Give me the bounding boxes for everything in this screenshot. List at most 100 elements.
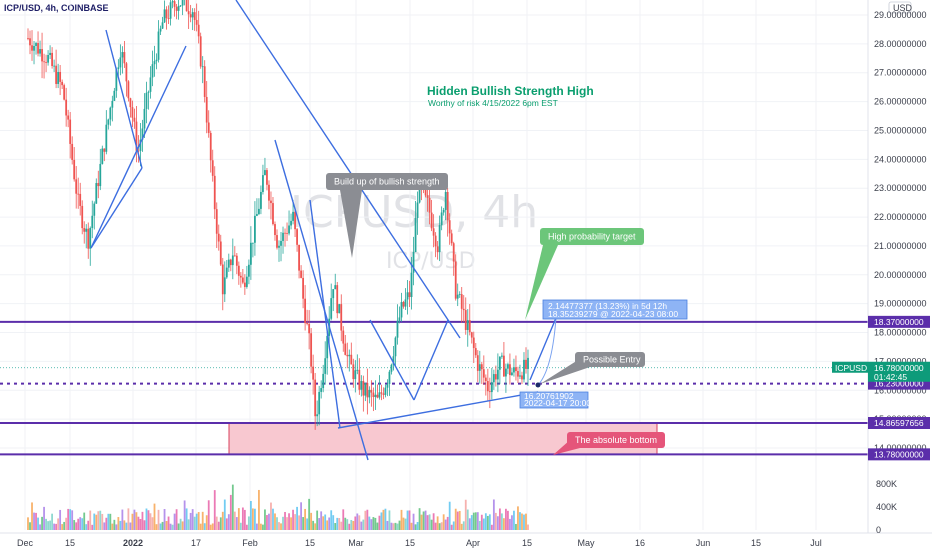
volume-bar bbox=[324, 514, 327, 530]
candle-body bbox=[490, 382, 493, 393]
volume-bar bbox=[107, 513, 110, 530]
high-probability-callout[interactable]: High probability target bbox=[525, 228, 644, 320]
price-tick-label: 17.00000000 bbox=[874, 356, 927, 366]
candle-body bbox=[519, 375, 521, 377]
volume-bar bbox=[215, 516, 218, 530]
volume-bar bbox=[364, 510, 367, 530]
candle-body bbox=[511, 372, 513, 376]
candle-body bbox=[179, 5, 182, 7]
candle-body bbox=[324, 358, 327, 374]
candle-body bbox=[476, 355, 479, 371]
volume-bar bbox=[302, 517, 305, 530]
volume-bar bbox=[486, 515, 489, 530]
candle-body bbox=[440, 212, 443, 226]
candle-body bbox=[171, 1, 174, 3]
volume-bar bbox=[474, 512, 477, 530]
volume-bar bbox=[523, 514, 525, 530]
volume-bar bbox=[141, 511, 144, 530]
candle-body bbox=[219, 241, 222, 265]
possible-entry-callout[interactable]: Possible Entry bbox=[540, 352, 645, 384]
candle-body bbox=[344, 343, 347, 355]
candle-body bbox=[342, 330, 345, 344]
volume-bar bbox=[318, 518, 321, 530]
candle-body bbox=[213, 175, 216, 210]
volume-bar bbox=[63, 521, 66, 530]
candle-body bbox=[141, 128, 144, 140]
volume-bar bbox=[93, 513, 96, 530]
candle-body bbox=[270, 200, 272, 204]
volume-bar bbox=[169, 523, 172, 530]
candle-body bbox=[107, 119, 110, 125]
volume-bar bbox=[340, 521, 343, 530]
symbol-badge bbox=[832, 361, 868, 373]
candle-body bbox=[370, 389, 373, 393]
volume-tick-label: 800K bbox=[876, 479, 897, 489]
time-tick-label: 15 bbox=[405, 538, 415, 548]
volume-bar bbox=[338, 518, 341, 530]
candle-body bbox=[203, 66, 206, 97]
candle-body bbox=[81, 205, 84, 229]
candle-body bbox=[488, 391, 491, 393]
volume-bar bbox=[400, 509, 403, 530]
candle-body bbox=[75, 179, 78, 194]
time-axis[interactable]: Dec 15 2022 17 Feb 15 Mar 15 Apr 15 May 16 Jun 15 Jul bbox=[0, 532, 932, 548]
candle-body bbox=[396, 320, 399, 338]
candle-body bbox=[79, 193, 82, 206]
volume-bar bbox=[201, 511, 204, 530]
candle-body bbox=[101, 148, 104, 164]
level-badge-text: 18.37000000 bbox=[874, 317, 924, 327]
candle-body bbox=[404, 299, 407, 307]
candle-body bbox=[298, 244, 300, 271]
candle-body bbox=[272, 203, 274, 225]
volume-bar bbox=[428, 514, 431, 530]
candle-body bbox=[33, 45, 35, 51]
candle-body bbox=[97, 183, 100, 187]
candle-body bbox=[318, 391, 321, 415]
volume-bar bbox=[105, 517, 108, 530]
volume-bar bbox=[149, 513, 152, 530]
time-tick-label: Jul bbox=[810, 538, 822, 548]
candle-body bbox=[217, 233, 220, 242]
candle-body bbox=[167, 18, 170, 20]
volume-bar bbox=[330, 510, 333, 530]
candle-body bbox=[243, 282, 246, 287]
volume-bar bbox=[521, 513, 523, 530]
possible-entry-callout-text: Possible Entry bbox=[583, 355, 641, 365]
candle-body bbox=[119, 57, 122, 68]
volume-bar bbox=[503, 518, 505, 530]
volume-bar bbox=[217, 521, 220, 530]
volume-bar bbox=[51, 513, 53, 530]
volume-bar bbox=[31, 502, 33, 530]
candle-body bbox=[113, 90, 116, 101]
current-price-countdown: 01:42:45 bbox=[874, 372, 907, 382]
candle-body bbox=[49, 52, 51, 55]
volume-bar bbox=[418, 508, 421, 530]
candle-body bbox=[117, 67, 120, 69]
level-badge-zone-top bbox=[868, 417, 930, 430]
currency-label-text: USD bbox=[893, 3, 913, 13]
bullish-strength-callout[interactable]: Build up of bullish strength bbox=[326, 173, 448, 258]
volume-bar bbox=[27, 517, 29, 530]
candle-body bbox=[274, 224, 276, 236]
projection-label: 2.14477377 (13.23%) in 5d 12h18.35239279… bbox=[542, 299, 688, 320]
candle-body bbox=[482, 369, 485, 378]
candle-body bbox=[197, 24, 200, 37]
volume-bar bbox=[456, 511, 459, 530]
volume-bar bbox=[241, 507, 244, 530]
volume-bar bbox=[55, 523, 58, 530]
absolute-bottom-callout[interactable]: The absolute bottom bbox=[553, 432, 665, 455]
currency-label[interactable]: USD bbox=[888, 1, 913, 14]
volume-bar bbox=[509, 518, 511, 530]
candle-body bbox=[37, 43, 39, 54]
volume-bar bbox=[57, 518, 60, 530]
entry-point bbox=[535, 382, 541, 388]
trendline bbox=[309, 199, 341, 429]
volume-bar bbox=[73, 520, 76, 530]
volume-bar bbox=[322, 516, 325, 530]
volume-bar bbox=[352, 520, 355, 530]
volume-bar bbox=[233, 511, 236, 530]
volume-bar bbox=[464, 499, 467, 530]
